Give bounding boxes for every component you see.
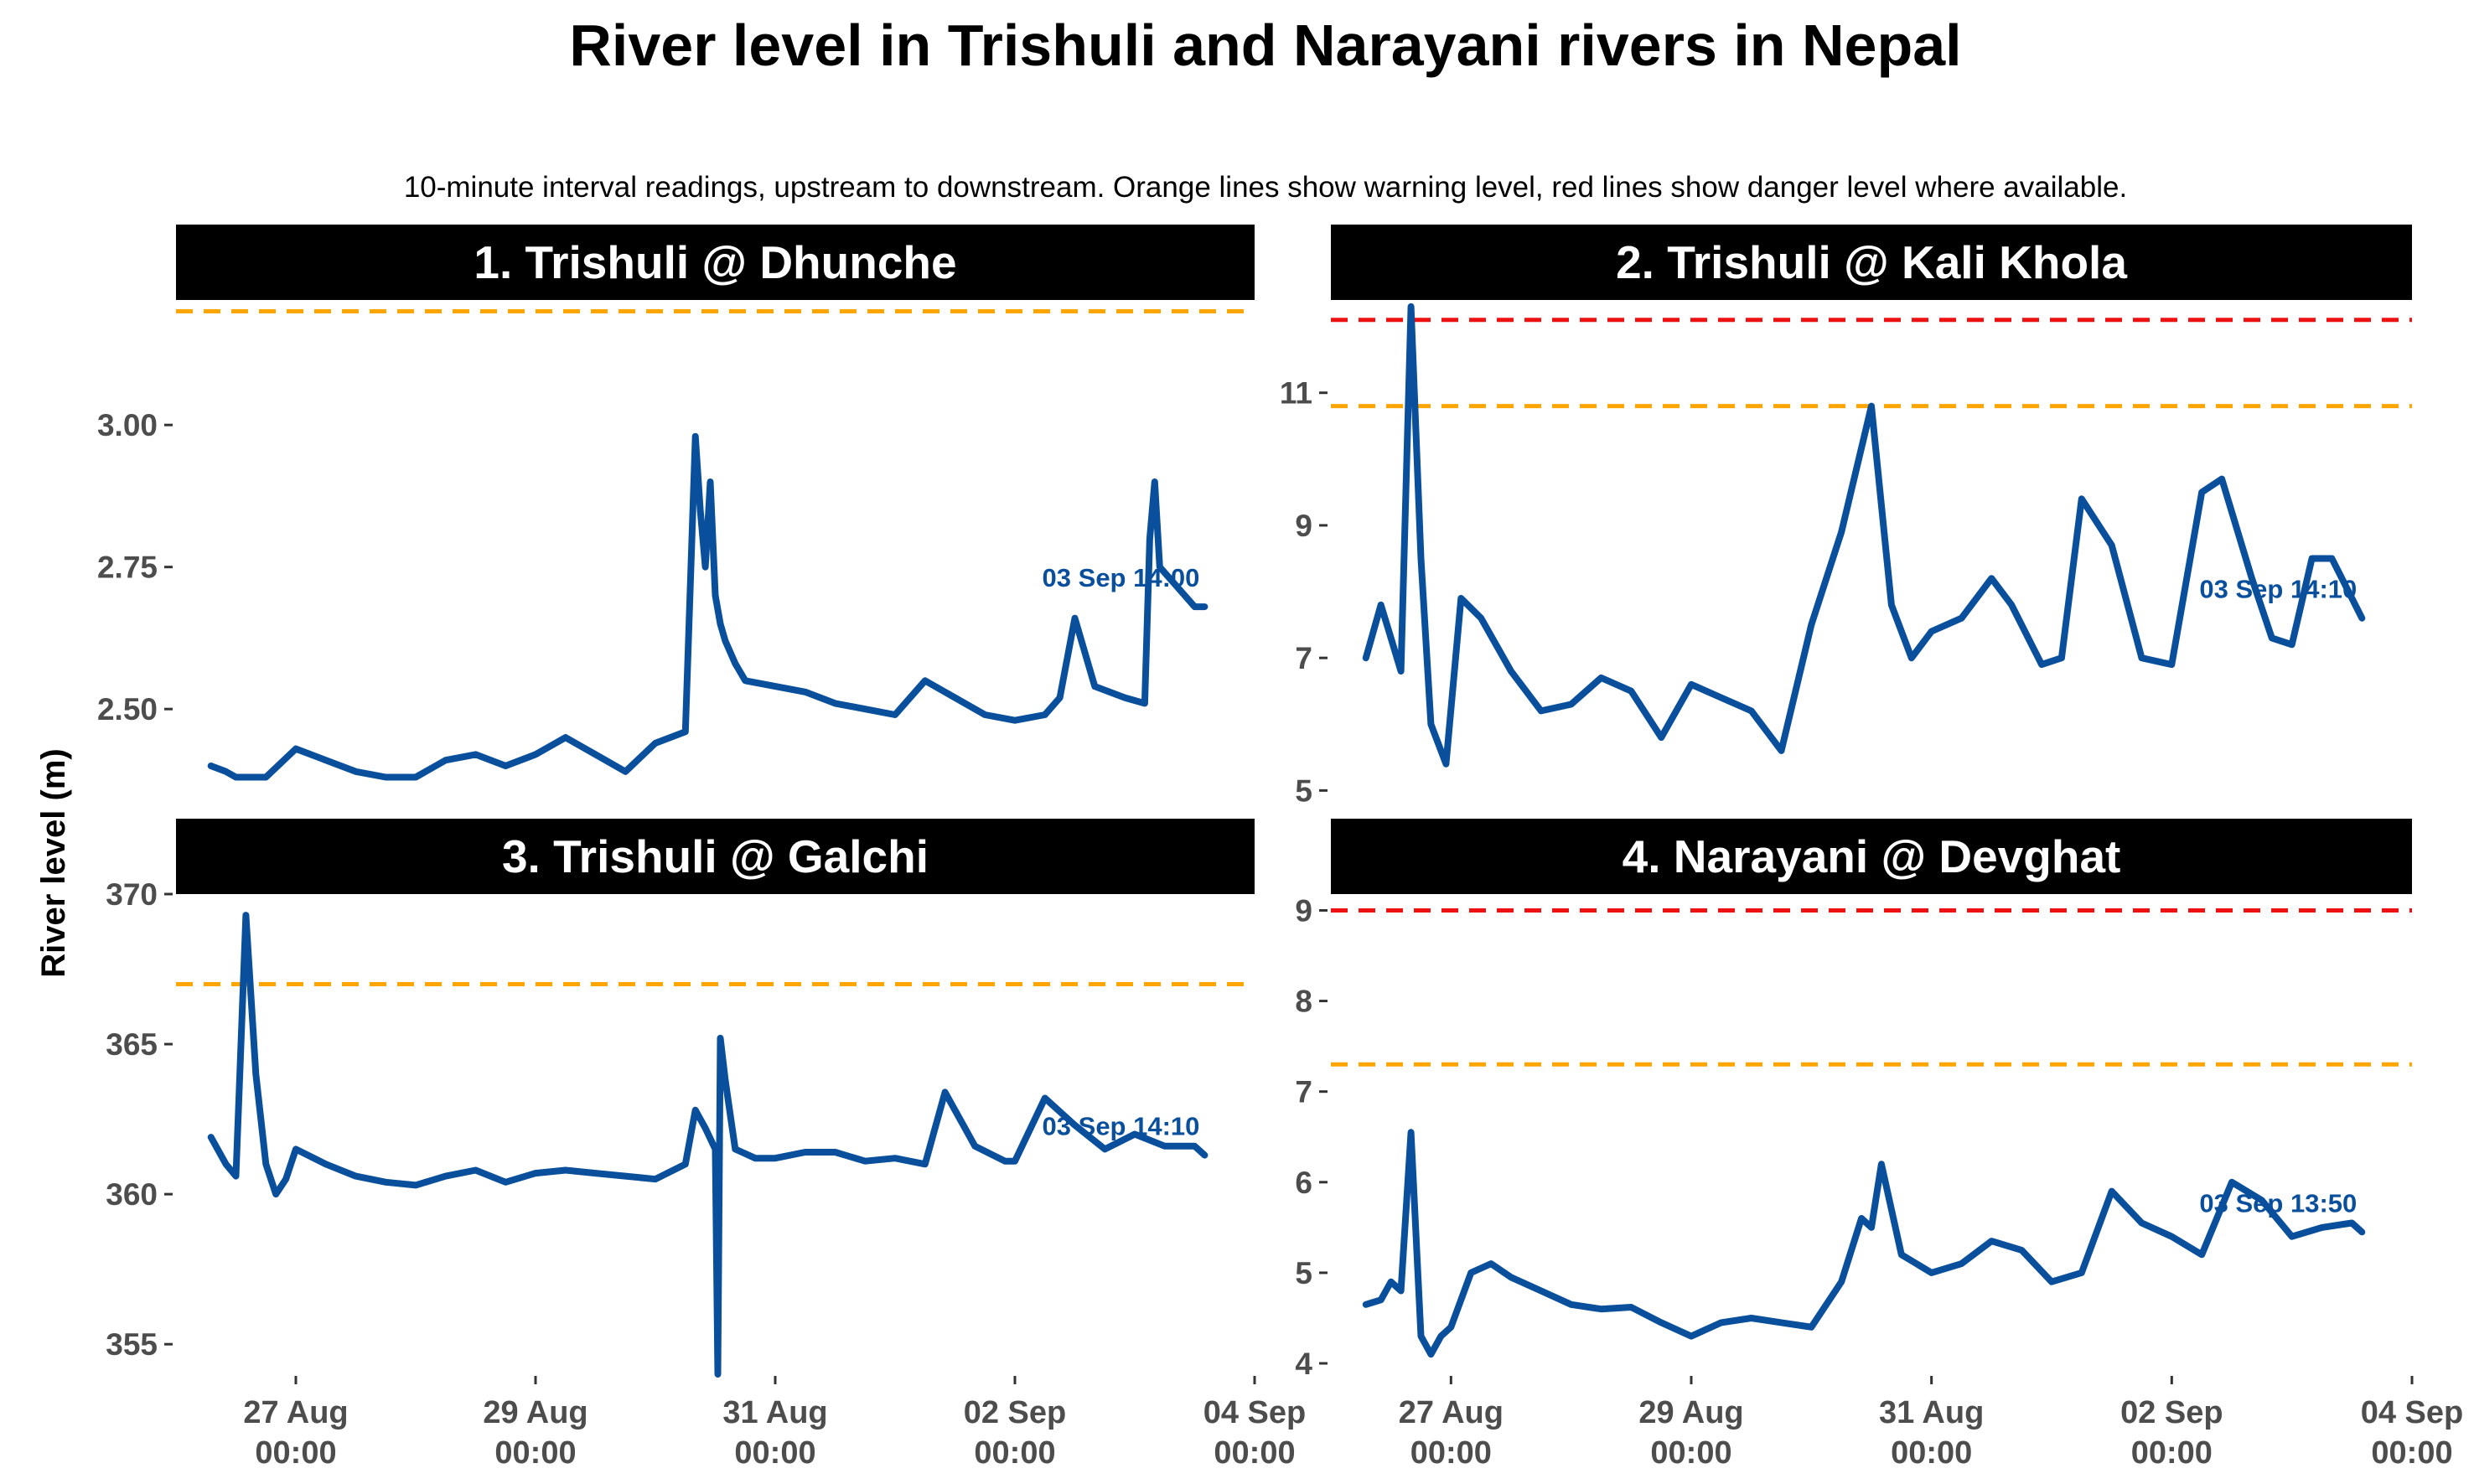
x-tick-label-time: 00:00 [974,1435,1055,1471]
x-tick-label: 31 Aug [722,1395,827,1430]
x-tick-label: 02 Sep [2120,1395,2223,1430]
panel-galchi: 3. Trishuli @ Galchi 355 360 365 370 27 Aug 00… [106,819,1306,1471]
y-tick-label: 9 [1295,893,1312,928]
x-tick-label: 27 Aug [243,1395,348,1430]
series-line-galchi [207,912,1209,1378]
x-tick-label-time: 00:00 [1410,1435,1492,1471]
y-tick-label: 2.75 [97,551,158,585]
y-tick-label: 7 [1295,641,1312,675]
x-tick-label: 29 Aug [1638,1395,1743,1430]
y-tick-label: 5 [1295,1256,1312,1290]
x-tick-label-time: 00:00 [1891,1435,1972,1471]
series-line-dhunche [207,432,1209,781]
y-tick-label: 2.50 [97,692,158,726]
y-tick-label: 3.00 [97,408,158,442]
y-tick-label: 6 [1295,1166,1312,1200]
y-tick-label: 4 [1295,1347,1312,1381]
y-tick-label: 370 [106,877,158,912]
panel-strip-devghat [1331,819,2412,894]
facet-panels: 1. Trishuli @ Dhunche 2.50 2.75 3.00 03 Sep … [97,225,2463,1471]
y-tick-label: 365 [106,1027,158,1062]
panel-kali-khola: 2. Trishuli @ Kali Khola 5 7 9 11 03 Sep 14:1… [1280,225,2412,808]
panel-strip-dhunche [176,225,1255,300]
x-tick-label: 27 Aug [1399,1395,1504,1430]
y-tick-label: 7 [1295,1075,1312,1109]
x-tick-label-time: 00:00 [1650,1435,1731,1471]
y-tick-label: 11 [1280,376,1312,411]
last-reading-label-dhunche: 03 Sep 14:00 [1043,563,1200,592]
panel-title-kali-khola: 2. Trishuli @ Kali Khola [1616,236,2127,288]
x-tick-label: 31 Aug [1879,1395,1984,1430]
x-tick-label-time: 00:00 [2371,1435,2452,1471]
x-tick-label-time: 00:00 [734,1435,815,1471]
y-tick-label: 355 [106,1327,158,1362]
y-axis-label: River level (m) [35,748,72,977]
y-tick-label: 8 [1295,985,1312,1019]
panel-title-devghat: 4. Narayani @ Devghat [1623,830,2121,882]
panel-dhunche: 1. Trishuli @ Dhunche 2.50 2.75 3.00 03 Sep … [97,225,1255,781]
x-tick-label-time: 00:00 [494,1435,576,1471]
panel-strip-kali-khola [1331,225,2412,300]
y-tick-label: 5 [1295,773,1312,808]
series-line-devghat [1362,1129,2366,1358]
panel-strip-galchi [176,819,1255,894]
x-tick-label: 04 Sep [1203,1395,1307,1430]
last-reading-label-kali-khola: 03 Sep 14:10 [2199,575,2357,604]
x-tick-label-time: 00:00 [2131,1435,2213,1471]
x-tick-label: 29 Aug [483,1395,587,1430]
y-tick-label: 9 [1295,509,1312,543]
x-tick-label: 02 Sep [964,1395,1067,1430]
x-tick-label-time: 00:00 [1214,1435,1295,1471]
last-reading-label-devghat: 03 Sep 13:50 [2199,1188,2357,1218]
x-tick-label-time: 00:00 [255,1435,336,1471]
last-reading-label-galchi: 03 Sep 14:10 [1043,1112,1200,1141]
chart-title: River level in Trishuli and Narayani riv… [569,13,1961,78]
x-tick-label: 04 Sep [2361,1395,2464,1430]
panel-title-dhunche: 1. Trishuli @ Dhunche [474,236,956,288]
chart-subtitle: 10-minute interval readings, upstream to… [404,171,2127,204]
panel-title-galchi: 3. Trishuli @ Galchi [502,830,929,882]
panel-devghat: 4. Narayani @ Devghat 4 5 6 7 8 9 27 Aug 00:00 29… [1295,819,2463,1471]
y-tick-label: 360 [106,1177,158,1212]
series-line-kali-khola [1362,302,2366,768]
